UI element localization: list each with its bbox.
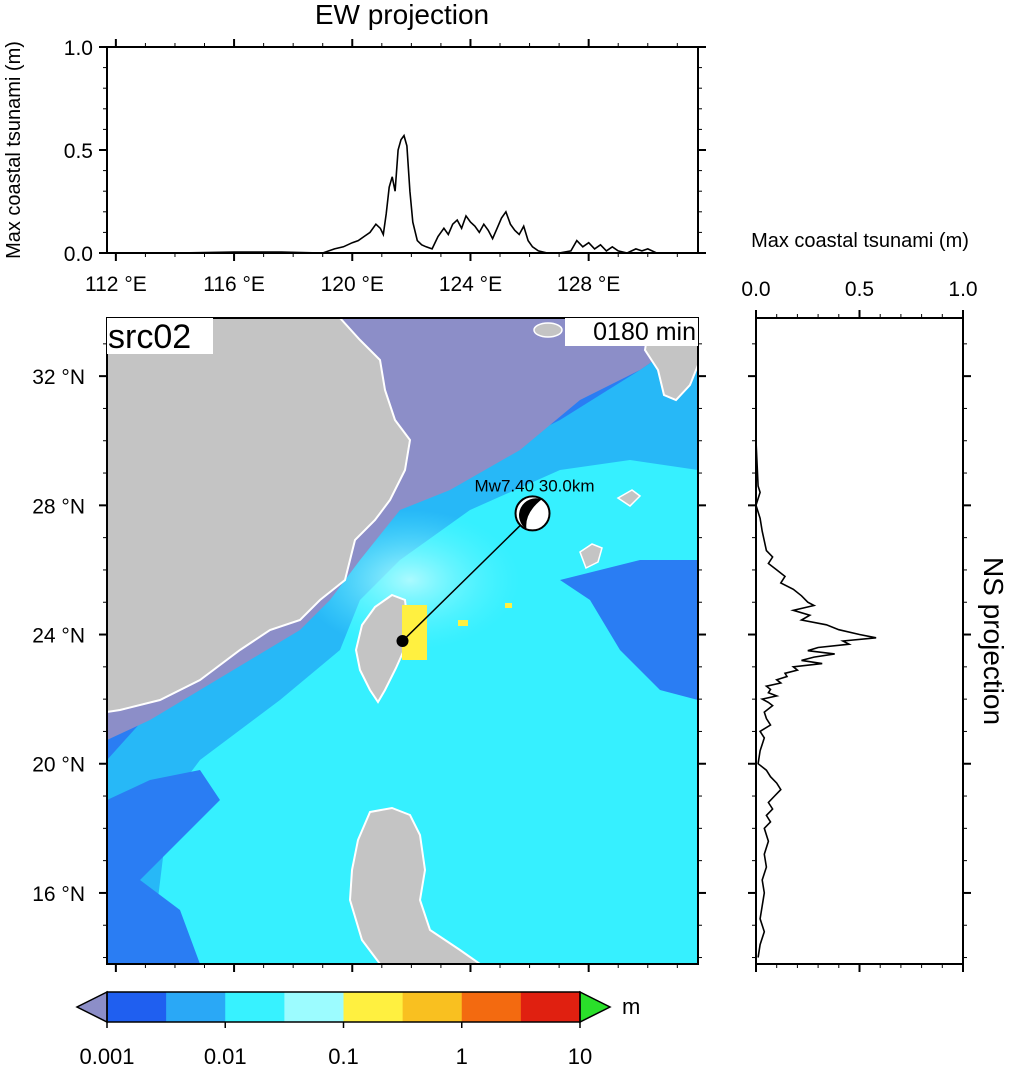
map-land-luzon <box>348 806 482 964</box>
event-label: Mw7.40 30.0km <box>475 476 595 495</box>
ns-xlabel: Max coastal tsunami (m) <box>751 230 969 252</box>
ew-xtick-label: 112 °E <box>85 273 147 296</box>
ew-title: EW projection <box>315 0 489 30</box>
ew-ytick-label: 1.0 <box>64 37 93 60</box>
ew-xtick-label: 120 °E <box>321 273 384 296</box>
map-land-amami <box>616 489 642 507</box>
ns-title: NS projection <box>978 557 1009 725</box>
colorbar-segment <box>107 992 167 1022</box>
map-coastal-max-islet-2 <box>505 603 512 608</box>
colorbar-tick-label: 10 <box>568 1044 592 1066</box>
colorbar-tick-label: 0.1 <box>328 1044 359 1066</box>
map-land-mainland <box>107 318 412 714</box>
map-ocean-shallow <box>150 460 698 964</box>
map-coastal-max-zone <box>402 605 427 660</box>
colorbar-tick-label: 0.001 <box>79 1044 134 1066</box>
colorbar-segment <box>461 992 522 1022</box>
ns-series-line <box>755 324 877 958</box>
map-ytick-label: 16 °N <box>32 883 85 906</box>
ew-xtick-label: 116 °E <box>203 273 265 296</box>
epicenter-marker <box>396 635 409 647</box>
ns-y-axis <box>748 343 971 959</box>
time-label: 0180 min <box>593 318 696 346</box>
map-x-axis <box>114 964 678 972</box>
colorbar-segment <box>225 992 285 1022</box>
tsunami-map: 16 °N 20 °N 24 °N 28 °N 32 °N src02 0180 min… <box>32 317 706 972</box>
colorbar-segment <box>343 992 404 1022</box>
map-y-axis: 16 °N 20 °N 24 °N 28 °N 32 °N <box>32 343 706 959</box>
ns-projection-chart: Max coastal tsunami (m) NS projection 0.… <box>741 230 1009 972</box>
map-ytick-label: 28 °N <box>32 495 85 518</box>
ns-frame <box>755 317 964 965</box>
ns-xtick-label: 0.0 <box>741 278 770 301</box>
colorbar-segment <box>402 992 463 1022</box>
focal-mechanism-beachball <box>514 495 551 532</box>
time-label-bg <box>565 318 698 346</box>
ew-series-line <box>110 133 684 254</box>
ew-projection-chart: EW projection Max coastal tsunami (m) 0.… <box>3 0 706 296</box>
map-island-jeju <box>533 322 563 338</box>
ew-xtick-label: 128 °E <box>557 273 620 296</box>
map-ocean-deep-left <box>107 770 220 964</box>
colorbar-unit: m <box>622 994 640 1019</box>
ew-ytick-label: 0.0 <box>64 243 93 266</box>
ns-xtick-label: 0.5 <box>845 278 874 301</box>
source-label-bg <box>107 318 213 354</box>
colorbar-segment <box>166 992 226 1022</box>
ew-x-axis: 112 °E 116 °E 120 °E 124 °E 128 °E <box>85 39 678 296</box>
colorbar: 0.001 0.01 0.1 1 10 <box>75 990 612 1066</box>
map-frame <box>106 317 699 965</box>
colorbar-segment <box>284 992 345 1022</box>
colorbar-over-triangle <box>579 990 612 1024</box>
colorbar-segment <box>520 992 581 1022</box>
ew-xtick-label: 124 °E <box>439 273 502 296</box>
ew-y-axis: 0.0 0.5 1.0 <box>64 37 706 266</box>
colorbar-under-triangle <box>75 990 108 1024</box>
ew-frame <box>106 46 699 254</box>
ns-xtick-label: 1.0 <box>948 278 977 301</box>
ew-ytick-label: 0.5 <box>64 140 93 163</box>
beachball-compression <box>519 498 542 530</box>
map-ytick-label: 20 °N <box>32 754 85 777</box>
colorbar-tick-label: 1 <box>456 1044 468 1066</box>
ew-ylabel: Max coastal tsunami (m) <box>3 41 25 259</box>
ns-x-axis: 0.0 0.5 1.0 <box>741 278 978 972</box>
epicenter-link-line <box>401 512 534 642</box>
map-land-okinawa <box>579 543 603 570</box>
map-ocean-deep-right <box>560 560 698 700</box>
map-ytick-label: 32 °N <box>32 366 85 389</box>
source-label: src02 <box>108 318 191 356</box>
map-ytick-label: 24 °N <box>32 625 85 648</box>
colorbar-tick-label: 0.01 <box>204 1044 247 1066</box>
map-coastal-max-islet <box>458 620 468 626</box>
